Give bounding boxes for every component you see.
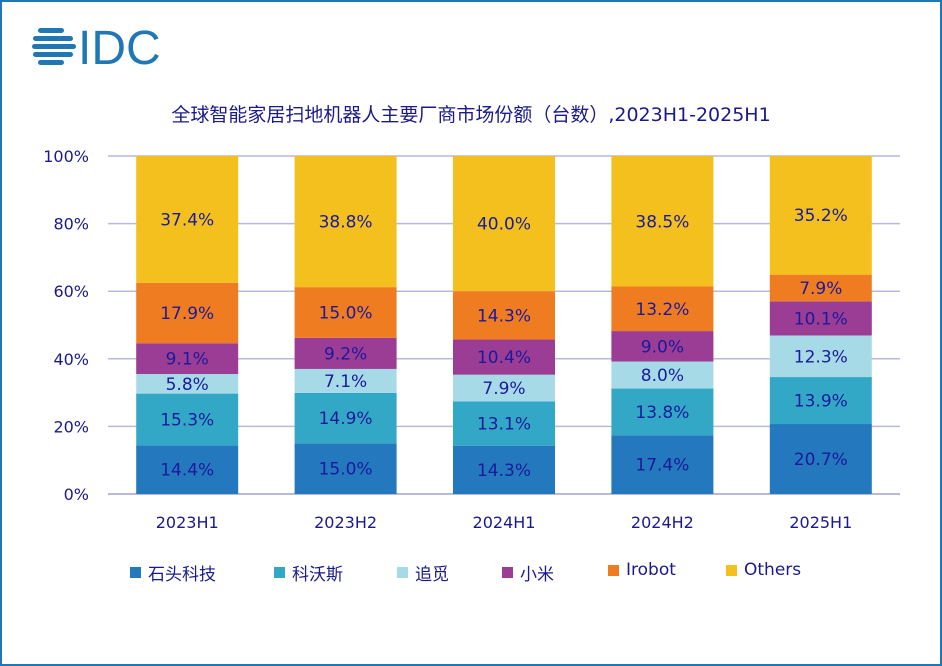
legend-label: 科沃斯: [292, 565, 343, 585]
x-tick-label: 2023H1: [156, 513, 219, 532]
bar-segment: [611, 156, 714, 287]
legend-swatch: [608, 564, 619, 576]
data-label: 12.3%: [794, 347, 848, 367]
data-label: 15.3%: [160, 410, 214, 430]
bar-segment: [453, 401, 555, 446]
data-label: 20.7%: [794, 450, 848, 470]
legend-label: Others: [744, 560, 802, 580]
data-label: 17.4%: [635, 456, 689, 476]
x-tick-label: 2024H1: [473, 513, 536, 532]
bar-segment: [611, 388, 714, 436]
legend: 石头科技 科沃斯 追觅 小米 Irobot Others: [0, 560, 942, 585]
data-label: 13.1%: [477, 415, 531, 435]
legend-label: 追觅: [415, 565, 449, 585]
legend-swatch: [397, 567, 408, 578]
bar-segment: [136, 282, 239, 344]
data-label: 7.9%: [482, 379, 525, 399]
data-label: 10.4%: [477, 348, 531, 368]
data-label: 13.8%: [635, 403, 689, 423]
data-label: 14.4%: [160, 461, 214, 481]
legend-item: 石头科技: [130, 560, 216, 585]
data-label: 37.4%: [160, 211, 214, 231]
legend-item: 小米: [502, 560, 554, 585]
data-label: 9.0%: [641, 337, 684, 357]
data-label: 35.2%: [794, 206, 848, 226]
chart-title: 全球智能家居扫地机器人主要厂商市场份额（台数）,2023H1-2025H1: [171, 104, 771, 126]
legend-swatch: [502, 567, 513, 578]
data-label: 15.0%: [319, 460, 373, 480]
legend-item: Irobot: [608, 560, 676, 580]
data-label: 9.2%: [324, 344, 367, 364]
data-label: 7.9%: [799, 279, 842, 299]
data-label: 17.9%: [160, 304, 214, 324]
x-tick-label: 2025H1: [789, 513, 852, 532]
bar-segment: [769, 274, 872, 302]
data-label: 9.1%: [166, 350, 209, 370]
bar-segment: [136, 156, 239, 283]
bar-segment: [611, 435, 714, 494]
legend-item: Others: [726, 560, 801, 580]
bar-segment: [136, 393, 239, 446]
legend-swatch: [274, 567, 285, 578]
legend-item: 科沃斯: [274, 560, 343, 585]
bar-segment: [453, 156, 555, 292]
bar-segment: [136, 374, 239, 394]
legend-swatch: [130, 567, 141, 578]
data-label: 40.0%: [477, 215, 531, 235]
bar-segment: [136, 343, 239, 375]
y-tick-label: 100%: [43, 147, 89, 166]
bar-segment: [294, 156, 397, 288]
x-tick-label: 2023H2: [314, 513, 377, 532]
idc-logo: IDC: [32, 22, 182, 75]
bar-segment: [453, 374, 555, 402]
bar-segment: [294, 287, 397, 338]
bar-segment: [769, 301, 872, 336]
bar-segment: [769, 377, 872, 425]
bar-segment: [769, 156, 872, 275]
y-tick-label: 20%: [53, 417, 89, 436]
y-tick-label: 60%: [53, 282, 89, 301]
bar-segment: [453, 291, 555, 340]
data-label: 5.8%: [166, 375, 209, 395]
data-label: 38.8%: [319, 213, 373, 233]
data-label: 14.3%: [477, 306, 531, 326]
y-tick-label: 80%: [53, 215, 89, 234]
legend-label: 小米: [520, 565, 554, 585]
data-label: 13.9%: [794, 392, 848, 412]
legend-label: Irobot: [626, 560, 676, 580]
bar-segment: [294, 392, 397, 444]
data-label: 13.2%: [635, 300, 689, 320]
legend-label: 石头科技: [148, 565, 216, 585]
y-tick-label: 40%: [53, 350, 89, 369]
data-label: 14.3%: [477, 461, 531, 481]
y-tick-label: 0%: [64, 485, 89, 504]
bar-segment: [294, 368, 397, 393]
data-label: 14.9%: [319, 409, 373, 429]
bar-segment: [294, 443, 397, 494]
bar-segment: [453, 339, 555, 375]
data-label: 10.1%: [794, 309, 848, 329]
bar-segment: [769, 424, 872, 494]
bar-segment: [453, 445, 555, 494]
legend-swatch: [726, 564, 737, 576]
bar-segment: [611, 286, 714, 332]
data-label: 8.0%: [641, 366, 684, 386]
legend-item: 追觅: [397, 560, 449, 585]
data-label: 15.0%: [319, 303, 373, 323]
bar-segment: [611, 361, 714, 389]
bar-segment: [294, 337, 397, 369]
idc-logo-text: IDC: [78, 22, 161, 68]
bar-segment: [769, 335, 872, 378]
bar-segment: [611, 331, 714, 362]
data-label: 38.5%: [635, 212, 689, 232]
bar-segment: [136, 445, 239, 494]
x-tick-label: 2024H2: [631, 513, 694, 532]
data-label: 7.1%: [324, 372, 367, 392]
